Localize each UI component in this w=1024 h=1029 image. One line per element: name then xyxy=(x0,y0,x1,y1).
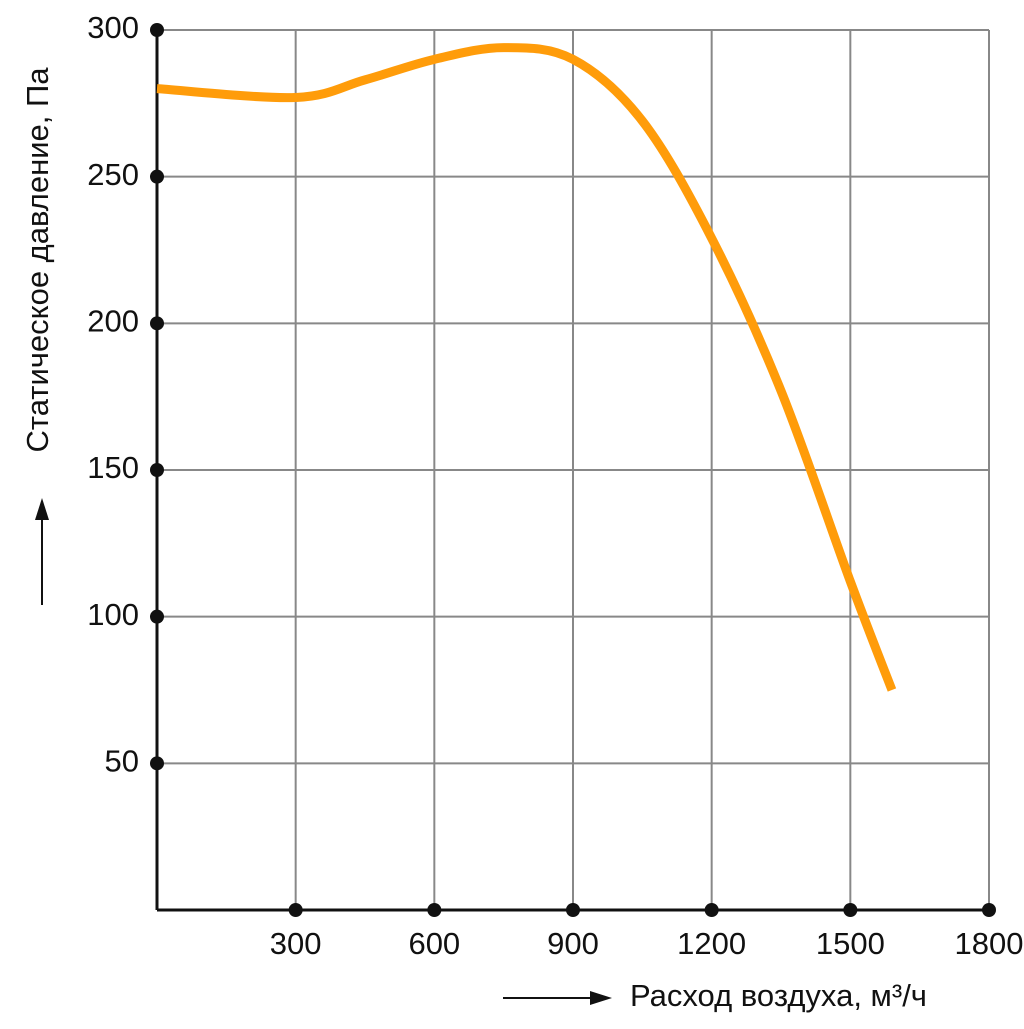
tick-mark xyxy=(843,903,858,917)
y-arrow-head xyxy=(35,498,49,520)
x-tick-label: 900 xyxy=(547,926,599,961)
tick-mark xyxy=(704,903,719,917)
tick-mark xyxy=(150,169,164,184)
x-tick-label: 1200 xyxy=(677,926,746,961)
y-tick-label: 100 xyxy=(87,597,139,632)
tick-mark xyxy=(150,609,164,624)
y-axis-label: Статическое давление, Па xyxy=(20,67,55,453)
tick-mark xyxy=(150,316,164,331)
x-tick-label: 1500 xyxy=(816,926,885,961)
x-tick-label: 300 xyxy=(270,926,322,961)
x-axis-label: Расход воздуха, м³/ч xyxy=(630,978,927,1013)
y-tick-label: 250 xyxy=(87,157,139,192)
tick-mark xyxy=(150,463,164,477)
tick-mark xyxy=(427,903,442,917)
y-tick-label: 200 xyxy=(87,304,139,339)
tick-mark xyxy=(566,903,580,917)
tick-mark xyxy=(288,903,303,917)
x-tick-label: 1800 xyxy=(955,926,1024,961)
data-line xyxy=(156,43,897,692)
tick-mark xyxy=(150,756,164,771)
y-tick-label: 150 xyxy=(87,450,139,485)
x-tick-label: 600 xyxy=(408,926,460,961)
tick-mark xyxy=(150,23,164,37)
x-arrow-head xyxy=(590,991,612,1005)
y-tick-label: 300 xyxy=(87,10,139,45)
y-tick-label: 50 xyxy=(105,744,139,779)
tick-mark xyxy=(982,903,996,917)
